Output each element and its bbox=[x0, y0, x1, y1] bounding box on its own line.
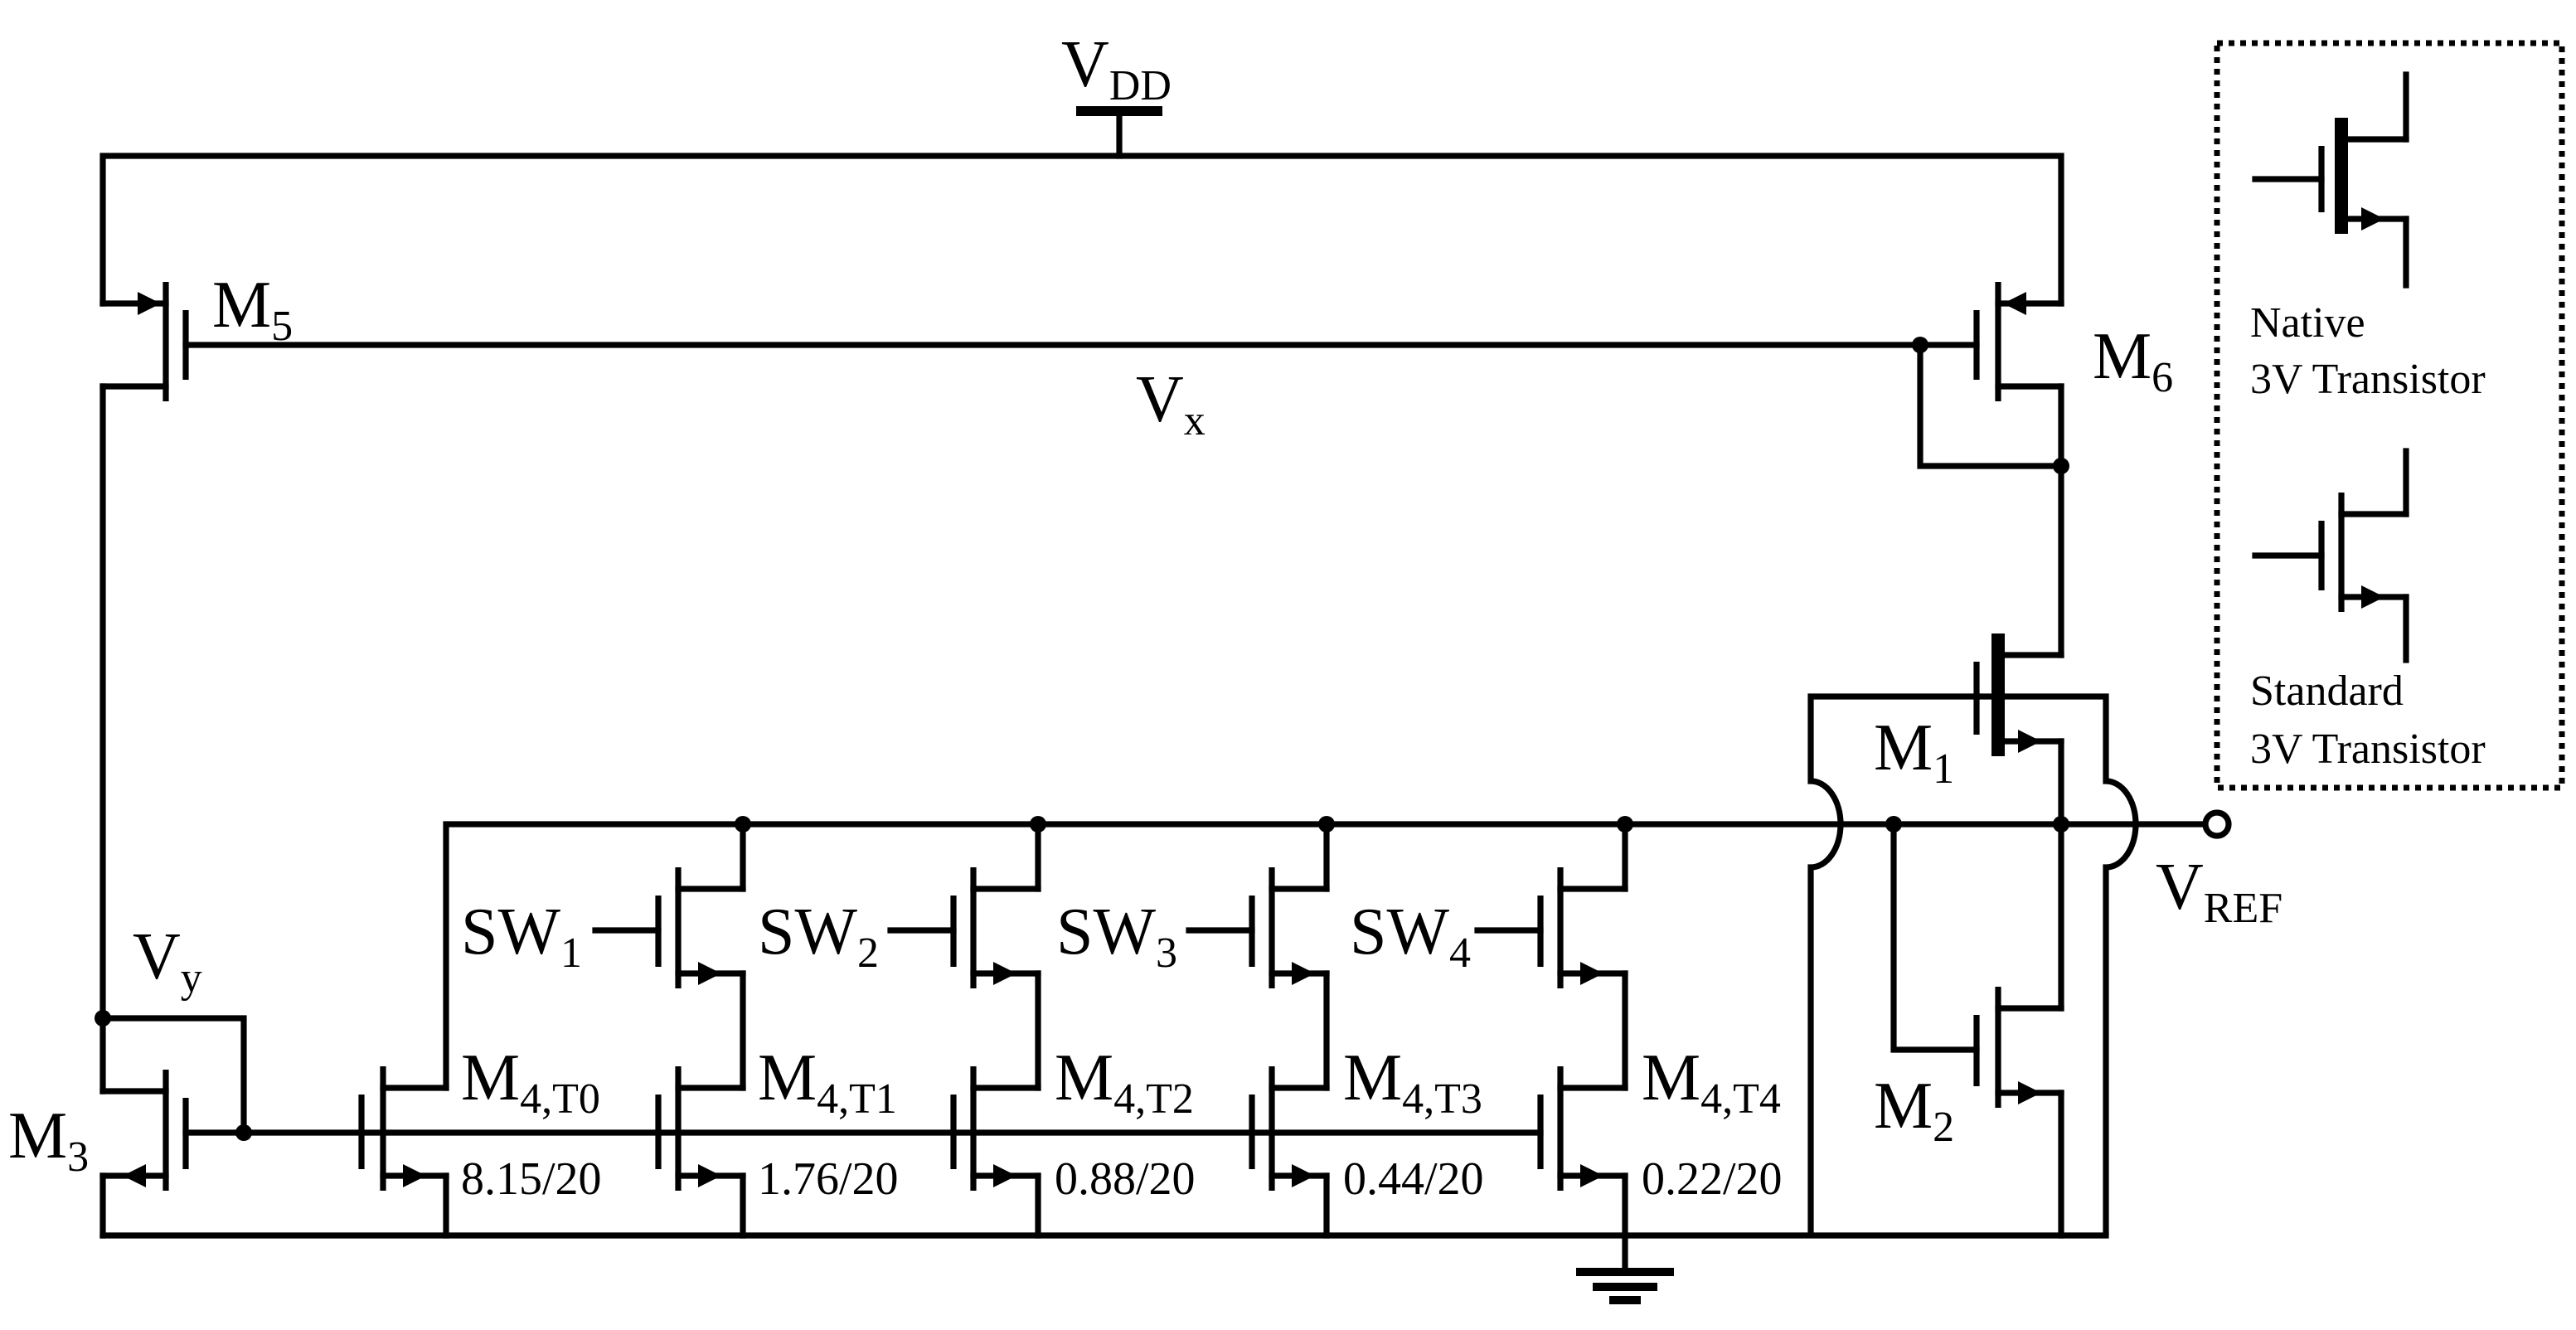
junction-dot bbox=[735, 816, 751, 832]
m2-label: M2 bbox=[1874, 1070, 1954, 1151]
sw4-label: SW4 bbox=[1350, 896, 1471, 977]
arrow-icon bbox=[2018, 730, 2041, 753]
arrow-icon bbox=[1580, 962, 1603, 985]
m5-label: M5 bbox=[212, 269, 293, 350]
arrow-icon bbox=[1292, 962, 1315, 985]
arrow-icon bbox=[1580, 1164, 1603, 1187]
m1-label: M1 bbox=[1874, 711, 1954, 793]
arrow-icon bbox=[2361, 207, 2384, 231]
m4-t3-size: 0.44/20 bbox=[1343, 1153, 1484, 1205]
m4-t1-size: 1.76/20 bbox=[758, 1153, 899, 1205]
arrow-icon bbox=[123, 1164, 146, 1187]
m6-label: M6 bbox=[2093, 320, 2173, 401]
sw2-label: SW2 bbox=[758, 896, 879, 977]
wires bbox=[95, 71, 2409, 1304]
m1-gate-loop bbox=[1807, 693, 2139, 1235]
sw1-label: SW1 bbox=[461, 896, 582, 977]
m4-t0-size: 8.15/20 bbox=[461, 1153, 602, 1205]
m4-t4-label: M4,T4 bbox=[1642, 1041, 1781, 1123]
m4-t1-label: M4,T1 bbox=[758, 1041, 897, 1123]
m4-t2-label: M4,T2 bbox=[1055, 1041, 1194, 1123]
arrow-icon bbox=[698, 962, 721, 985]
junction-dot bbox=[1030, 816, 1046, 832]
vy-net bbox=[99, 1015, 247, 1136]
junction-dot bbox=[1617, 816, 1633, 832]
vdd-rail bbox=[99, 153, 2064, 307]
arrow-icon bbox=[1292, 1164, 1315, 1187]
vref-label: VREF bbox=[2156, 851, 2283, 932]
arrow-icon bbox=[2018, 1081, 2041, 1104]
m4-t0-label: M4,T0 bbox=[461, 1041, 600, 1123]
vref-terminal-icon bbox=[2202, 809, 2232, 839]
vy-label: Vy bbox=[133, 920, 202, 1002]
arrow-icon bbox=[698, 1164, 721, 1187]
sw3-label: SW3 bbox=[1056, 896, 1177, 977]
arrow-icon bbox=[138, 292, 161, 315]
arrow-icon bbox=[2361, 585, 2384, 609]
legend-native-line2: 3V Transistor bbox=[2250, 356, 2486, 403]
m3-label: M3 bbox=[8, 1099, 89, 1181]
m4-t3-label: M4,T3 bbox=[1343, 1041, 1482, 1123]
arrow-icon bbox=[993, 1164, 1016, 1187]
legend-standard-line1: Standard bbox=[2250, 667, 2404, 715]
junction-dot bbox=[2053, 816, 2069, 832]
m4-t4-size: 0.22/20 bbox=[1642, 1153, 1783, 1205]
arrow-icon bbox=[403, 1164, 426, 1187]
vx-label: Vx bbox=[1136, 363, 1206, 444]
vdd-label: VDD bbox=[1061, 28, 1172, 109]
m4-t2-size: 0.88/20 bbox=[1055, 1153, 1196, 1205]
arrow-icon bbox=[2003, 292, 2026, 315]
legend-standard-line2: 3V Transistor bbox=[2250, 726, 2486, 773]
m6-diode-connection bbox=[1917, 342, 2064, 469]
m2-gate-wire bbox=[1890, 821, 1980, 1053]
arrow-icon bbox=[993, 962, 1016, 985]
legend-native-line1: Native bbox=[2250, 299, 2365, 347]
junction-dot bbox=[1318, 816, 1335, 832]
